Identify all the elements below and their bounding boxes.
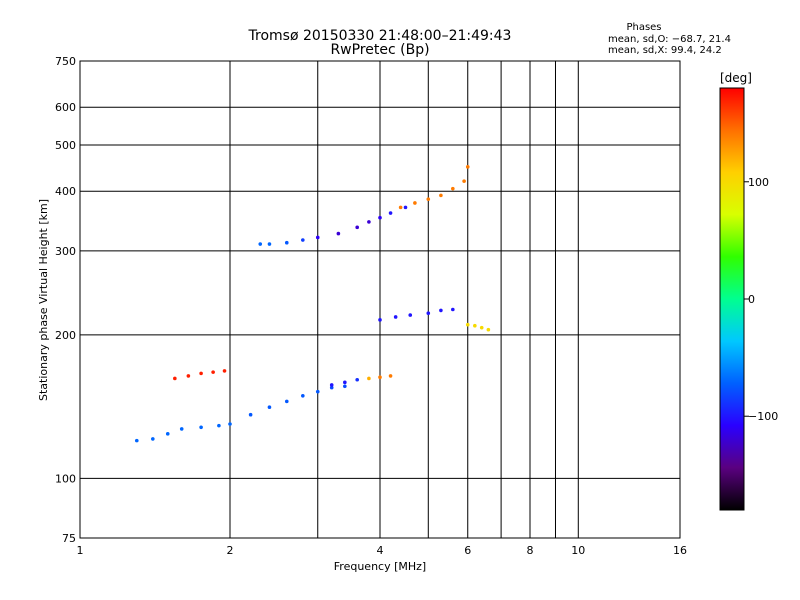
stats-line-x: mean, sd,X: 99.4, 24.2 [608,45,722,56]
y-tick-label: 75 [62,532,76,545]
colorbar-tick-label: −100 [748,410,778,423]
y-axis-ticks: 75 100 200 300 400 500 600 750 [55,55,76,545]
data-point [217,423,221,428]
data-point [439,308,443,313]
y-tick-label: 400 [55,185,76,198]
data-point [451,186,455,191]
data-point [228,422,232,426]
grid-layer [80,61,680,538]
data-point [248,412,253,417]
data-point [378,375,382,379]
data-point [367,376,371,381]
y-tick-label: 600 [55,101,76,114]
colorbar-tick-label: 0 [748,293,755,306]
data-point [355,377,359,382]
data-point [267,405,272,410]
colorbar [719,87,745,511]
y-tick-label: 300 [55,245,76,258]
data-point [134,438,139,443]
data-point [315,389,320,394]
data-point [413,201,417,205]
data-point [388,374,393,378]
x-tick-label: 1 [77,544,84,557]
data-point [329,385,334,390]
y-tick-label: 500 [55,139,76,152]
data-point [173,376,177,381]
data-point [439,193,443,198]
data-point [486,327,491,332]
data-point [301,393,305,398]
data-point [398,205,403,210]
data-point [151,437,155,441]
data-point [465,165,470,169]
chart-subtitle: RwPretec (Bp) [330,42,429,58]
x-tick-label: 10 [571,544,585,557]
data-point [393,315,398,319]
data-point [343,380,347,385]
data-point [301,238,305,242]
data-point [355,225,359,230]
x-tick-label: 8 [527,544,534,557]
y-axis-label: Stationary phase Virtual Height [km] [37,199,50,401]
data-point [284,240,289,245]
stats-heading: Phases [626,22,661,33]
data-point [378,215,382,220]
data-point [343,384,347,389]
data-point [367,220,371,224]
data-point [462,179,466,183]
data-point [267,242,272,246]
data-point [378,318,382,322]
data-points [134,165,491,443]
y-tick-label: 100 [55,472,76,485]
x-axis-label: Frequency [MHz] [334,560,426,573]
data-point [465,322,470,327]
data-point [222,369,227,373]
data-point [473,323,477,328]
colorbar-tick-label: 100 [748,176,769,189]
colorbar-ticks: 100 0 −100 [744,176,778,423]
y-tick-label: 750 [55,55,76,68]
data-point [199,425,203,430]
chart-title: Tromsø 20150330 21:48:00–21:49:43 [248,28,512,44]
x-tick-label: 2 [227,544,234,557]
data-point [315,235,320,240]
data-point [329,383,334,387]
colorbar-label: [deg] [720,71,752,85]
data-point [211,370,215,374]
data-point [388,211,393,215]
plot-frame [79,60,681,539]
data-point [284,399,289,404]
stats-line-o: mean, sd,O: −68.7, 21.4 [608,34,731,45]
data-point [426,311,431,315]
data-point [165,432,170,436]
data-point [258,242,263,246]
x-tick-label: 6 [464,544,471,557]
data-point [426,197,431,201]
data-point [408,313,413,317]
data-point [199,371,203,376]
data-point [179,427,184,431]
x-tick-label: 16 [673,544,687,557]
data-point [479,325,484,330]
data-point [336,231,341,236]
data-point [403,205,408,210]
x-tick-label: 4 [377,544,384,557]
data-point [186,374,191,378]
data-point [451,307,455,312]
x-axis-ticks: 1 2 4 6 8 10 16 [77,544,688,557]
y-tick-label: 200 [55,329,76,342]
